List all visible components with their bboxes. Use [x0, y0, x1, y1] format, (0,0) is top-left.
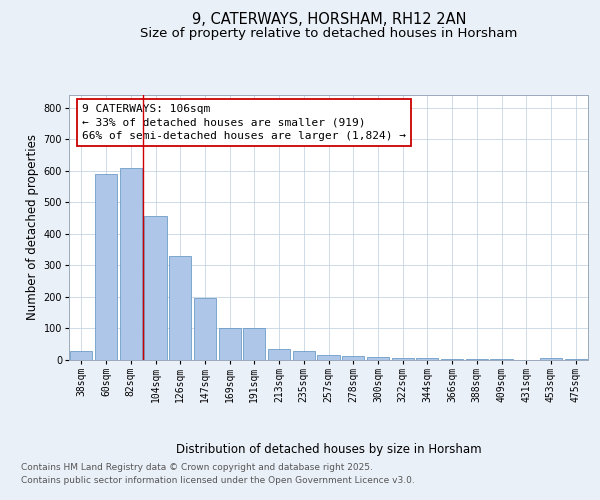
Text: Contains public sector information licensed under the Open Government Licence v3: Contains public sector information licen… — [21, 476, 415, 485]
Text: 9, CATERWAYS, HORSHAM, RH12 2AN: 9, CATERWAYS, HORSHAM, RH12 2AN — [191, 12, 466, 28]
Text: Distribution of detached houses by size in Horsham: Distribution of detached houses by size … — [176, 442, 482, 456]
Text: 9 CATERWAYS: 106sqm
← 33% of detached houses are smaller (919)
66% of semi-detac: 9 CATERWAYS: 106sqm ← 33% of detached ho… — [82, 104, 406, 141]
Bar — [70, 350, 92, 360]
Bar — [342, 356, 364, 360]
Bar — [441, 359, 463, 360]
Bar — [119, 168, 142, 360]
Y-axis label: Number of detached properties: Number of detached properties — [26, 134, 40, 320]
Bar — [367, 358, 389, 360]
Bar — [392, 358, 414, 360]
Bar — [416, 358, 439, 360]
Bar — [169, 256, 191, 360]
Bar — [268, 349, 290, 360]
Bar — [466, 359, 488, 360]
Bar — [145, 216, 167, 360]
Bar — [293, 350, 315, 360]
Bar — [194, 298, 216, 360]
Text: Contains HM Land Registry data © Crown copyright and database right 2025.: Contains HM Land Registry data © Crown c… — [21, 464, 373, 472]
Bar — [95, 174, 117, 360]
Bar — [243, 328, 265, 360]
Bar — [540, 358, 562, 360]
Bar — [317, 356, 340, 360]
Bar — [218, 328, 241, 360]
Text: Size of property relative to detached houses in Horsham: Size of property relative to detached ho… — [140, 28, 517, 40]
